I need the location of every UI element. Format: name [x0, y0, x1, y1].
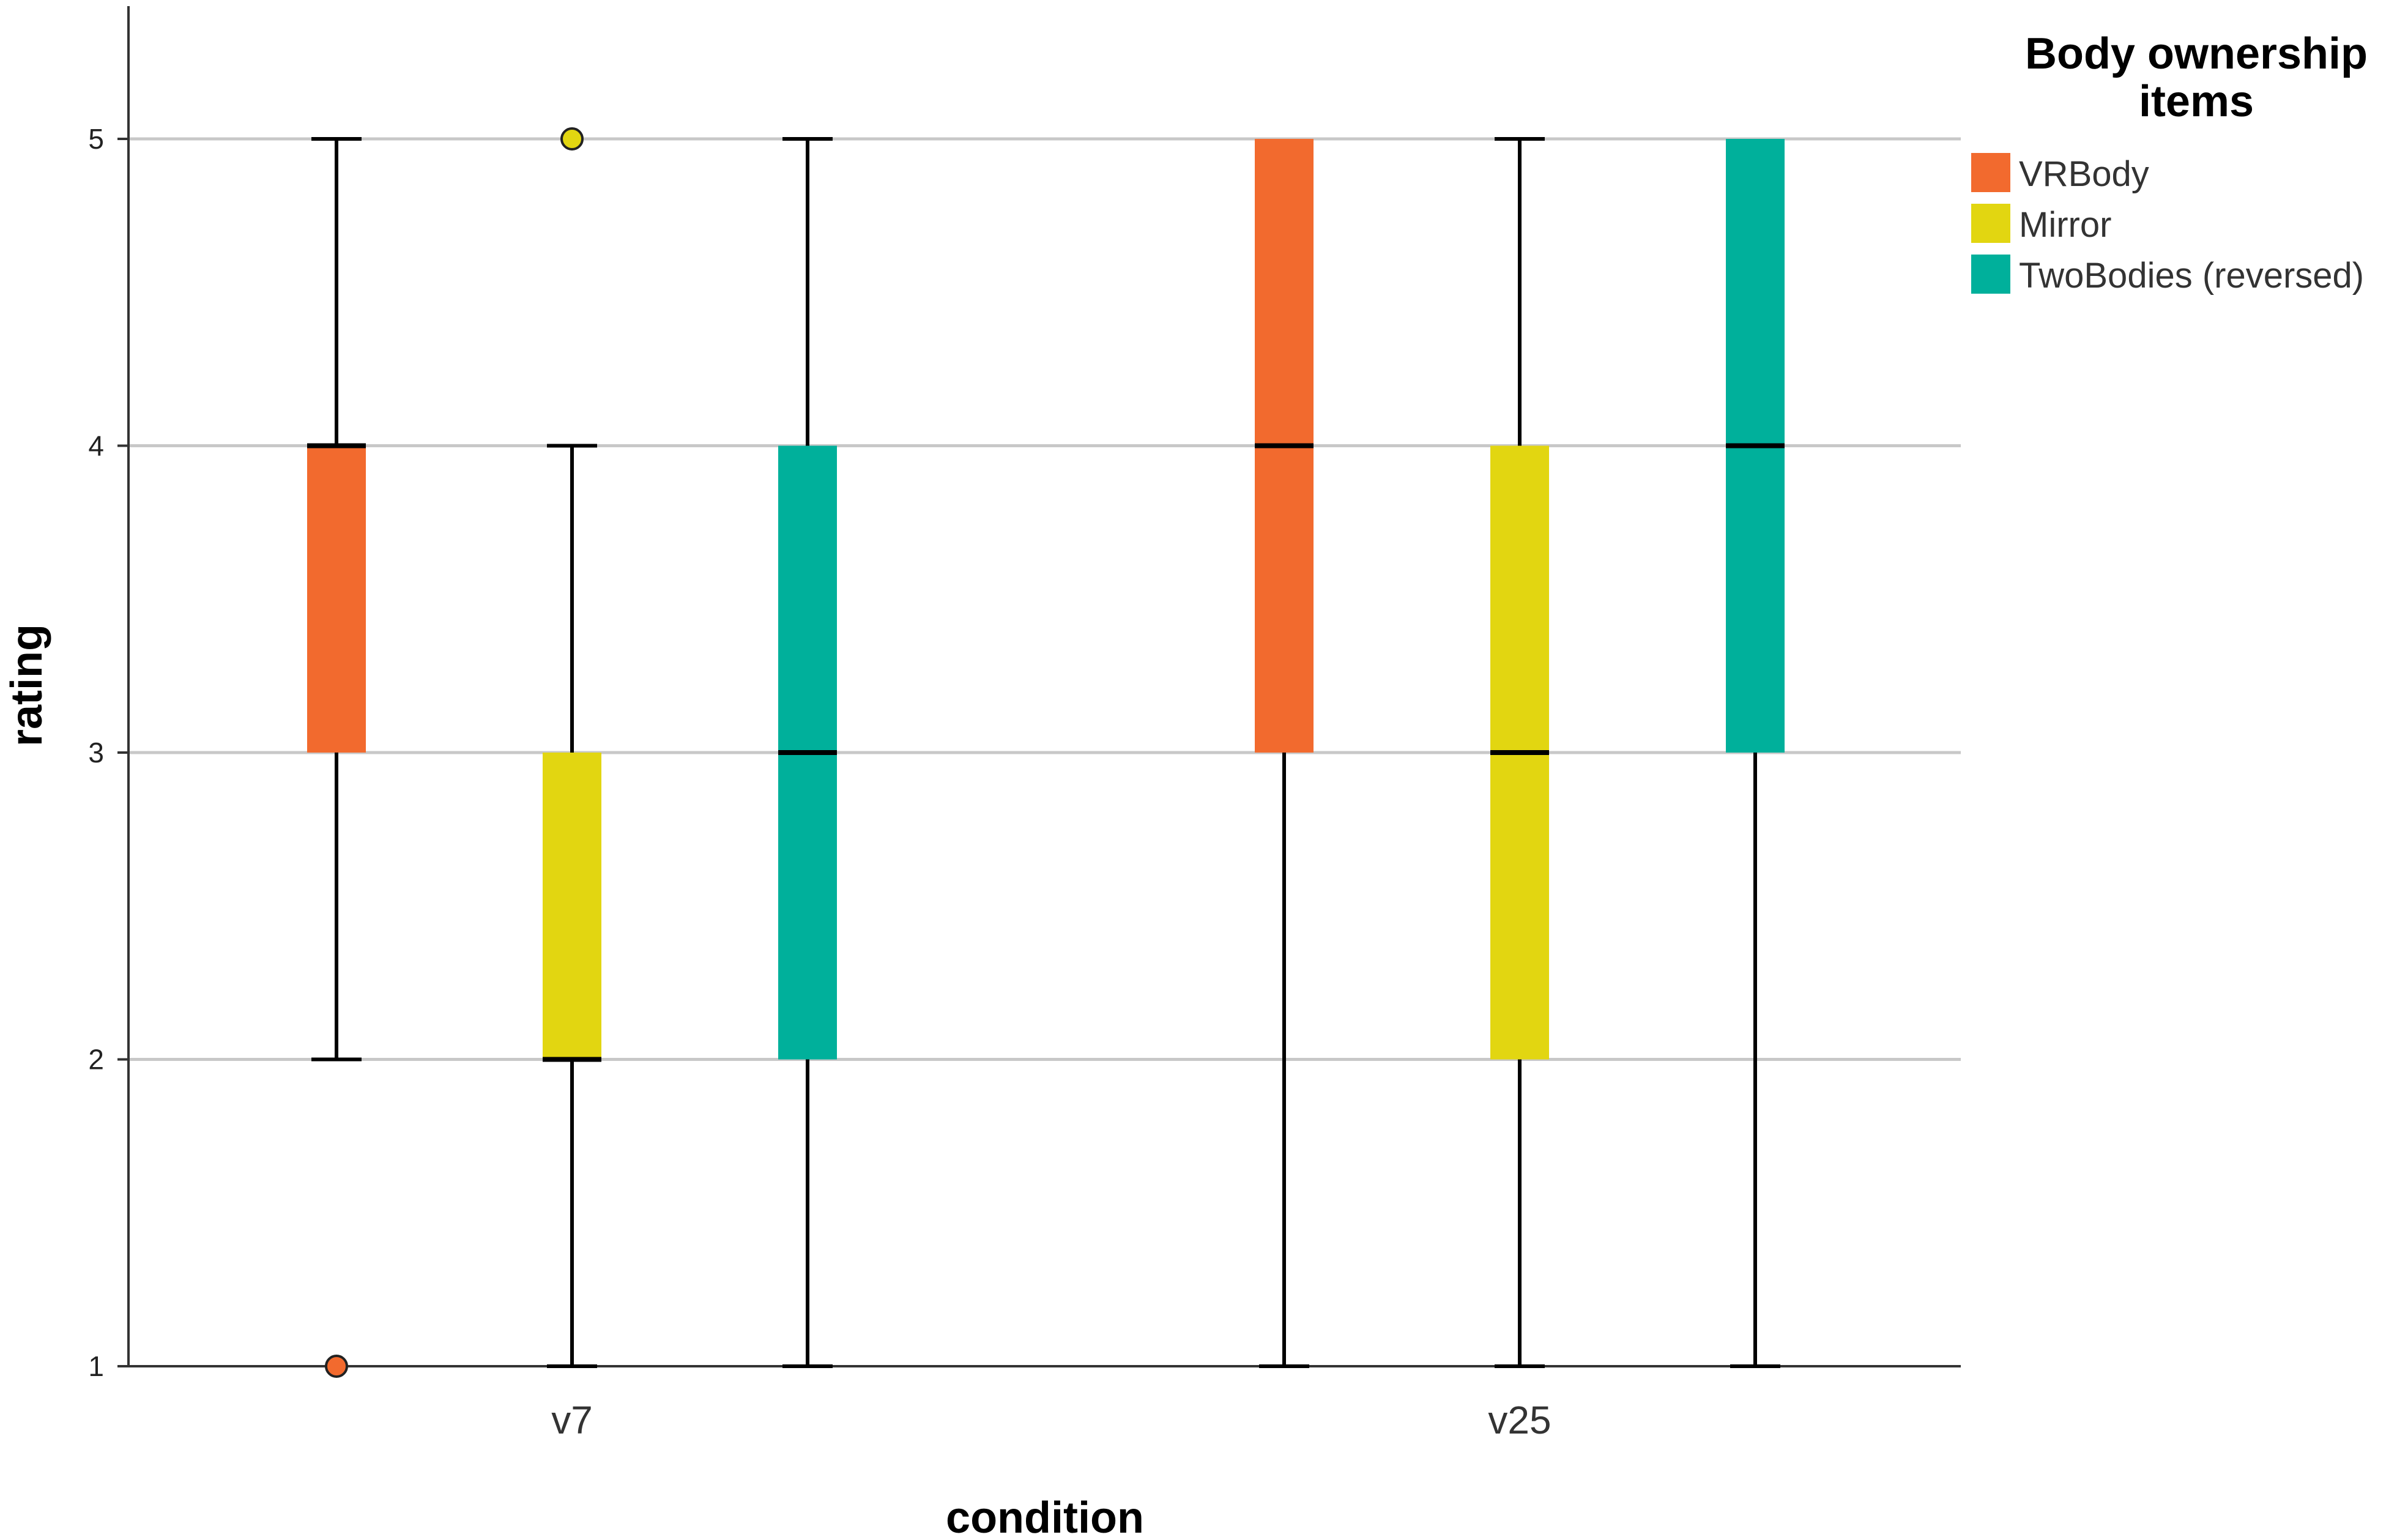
box-vrbody-v25: [1255, 139, 1314, 1368]
outlier-vrbody-v7-0: [325, 1355, 348, 1378]
box-vrbody-v7: [307, 137, 366, 1378]
box-mirror-v25: [1490, 137, 1549, 1368]
category-labels: v7 v25: [551, 1398, 1551, 1442]
legend-swatch-mirror: [1971, 204, 2010, 243]
y-tick-label-5: 5: [88, 123, 104, 155]
legend-swatch-vrbody: [1971, 153, 2010, 192]
box-twobodies-reversed-v7: [778, 137, 837, 1368]
legend-swatch-twobodies-reversed: [1971, 255, 2010, 294]
legend-label-twobodies-reversed: TwoBodies (reversed): [2019, 256, 2364, 296]
box-twobodies-reversed-v25: [1726, 139, 1785, 1368]
category-label-v25: v25: [1488, 1398, 1551, 1442]
legend-entries: VRBody Mirror TwoBodies (reversed): [1971, 153, 2364, 296]
box-layer: [307, 127, 1785, 1378]
y-tick-labels: 1 2 3 4 5: [88, 123, 128, 1382]
legend-label-mirror: Mirror: [2019, 205, 2111, 245]
iqr-box-vrbody-v7: [307, 445, 366, 753]
outlier-mirror-v7-0: [560, 127, 584, 151]
box-mirror-v7: [543, 127, 601, 1368]
legend-label-vrbody: VRBody: [2019, 154, 2149, 194]
y-tick-label-3: 3: [88, 737, 104, 768]
category-label-v7: v7: [551, 1398, 593, 1442]
legend-title-line-1: Body ownership: [2025, 29, 2368, 78]
grid-layer: [128, 137, 1961, 1061]
y-axis-title: rating: [2, 624, 51, 746]
legend-title-line-2: items: [2139, 77, 2254, 126]
y-tick-label-4: 4: [88, 430, 104, 462]
legend: Body ownership items VRBody Mirror TwoBodi…: [1971, 29, 2368, 296]
iqr-box-mirror-v7: [543, 753, 601, 1060]
y-tick-label-2: 2: [88, 1044, 104, 1076]
axes-layer: [127, 6, 1961, 1367]
y-tick-label-1: 1: [88, 1350, 104, 1382]
x-axis-title: condition: [946, 1494, 1144, 1540]
